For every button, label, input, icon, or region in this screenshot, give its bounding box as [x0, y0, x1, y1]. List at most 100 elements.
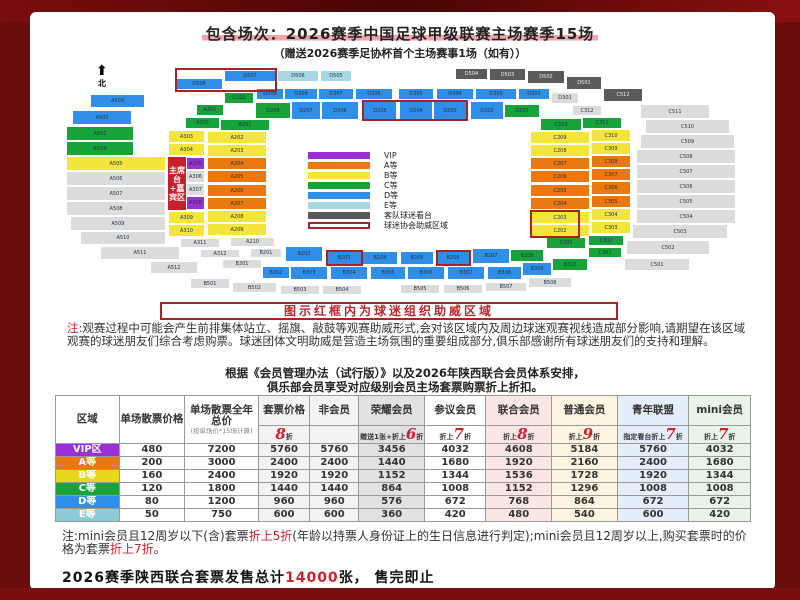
seat-section-d201[interactable]: D201 [504, 104, 540, 118]
seat-section-a206[interactable]: A206 [207, 184, 267, 197]
seat-section-b310[interactable]: B310 [552, 258, 588, 271]
seat-section-a312[interactable]: A312 [200, 249, 240, 258]
seat-section-c306[interactable]: C306 [591, 181, 631, 195]
seat-section-a207[interactable]: A207 [207, 197, 267, 210]
seat-section-c312[interactable]: C312 [572, 105, 602, 116]
seat-section-d503[interactable]: D503 [489, 68, 526, 81]
seat-section-c307[interactable]: C307 [591, 168, 631, 181]
seat-section-a506[interactable]: A506 [66, 171, 166, 186]
seat-section-d303[interactable]: D303 [475, 88, 517, 100]
seat-section-c505[interactable]: C505 [636, 194, 736, 209]
seat-section-b204[interactable]: B204 [362, 251, 398, 265]
seat-section-a208[interactable]: A208 [207, 210, 267, 223]
seat-section-a509[interactable]: A509 [70, 216, 166, 231]
seat-section-a502[interactable]: A502 [72, 110, 132, 125]
seat-section-a307[interactable]: A307 [186, 183, 205, 196]
seat-section-c209[interactable]: C209 [530, 131, 590, 144]
seat-section-c509[interactable]: C509 [640, 134, 735, 149]
seat-section-c208[interactable]: C208 [530, 144, 590, 157]
seat-section-c511[interactable]: C511 [640, 104, 710, 119]
seat-section-c207[interactable]: C207 [530, 157, 590, 170]
seat-section-d207[interactable]: D207 [291, 101, 321, 120]
seat-section-c301[interactable]: C301 [588, 247, 622, 258]
seat-section-a202[interactable]: A202 [207, 131, 267, 144]
seat-section-d306[interactable]: D306 [355, 88, 393, 100]
seat-section-c305[interactable]: C305 [591, 195, 631, 208]
seat-section-b504[interactable]: B504 [322, 285, 362, 295]
seat-section-d506[interactable]: D506 [277, 70, 319, 82]
seat-section-d305[interactable]: D305 [398, 88, 434, 100]
seat-section-c304[interactable]: C304 [591, 208, 631, 221]
seat-section-c504[interactable]: C504 [636, 209, 736, 224]
seat-section-d505[interactable]: D505 [320, 70, 352, 82]
seat-section-b309[interactable]: B309 [522, 262, 552, 276]
seat-section-d202[interactable]: D202 [470, 101, 504, 120]
seat-section-b301[interactable]: B301 [222, 259, 262, 269]
seat-section-a310[interactable]: A310 [168, 224, 205, 237]
seat-section-b302[interactable]: B302 [262, 266, 290, 279]
seat-section-a504[interactable]: A504 [66, 141, 134, 156]
seat-section-c303[interactable]: C303 [591, 221, 631, 234]
seat-section-b303[interactable]: B303 [290, 266, 328, 280]
seat-section-b208[interactable]: B208 [510, 249, 544, 262]
seat-section-c512[interactable]: C512 [603, 88, 643, 102]
seat-section-c206[interactable]: C206 [530, 170, 590, 183]
seat-section-b505[interactable]: B505 [400, 284, 440, 294]
seat-section-b207[interactable]: B207 [472, 248, 510, 264]
seat-section-c311[interactable]: C311 [582, 117, 622, 129]
seat-section-d308[interactable]: D308 [284, 88, 318, 100]
seat-section-a507[interactable]: A507 [66, 186, 166, 201]
seat-section-b501[interactable]: B501 [190, 278, 230, 289]
seat-section-b308[interactable]: B308 [487, 266, 522, 280]
seat-section-b508[interactable]: B508 [528, 277, 572, 288]
seat-section-a304[interactable]: A304 [168, 143, 205, 156]
seat-section-b502[interactable]: B502 [232, 282, 277, 293]
seat-section-d301[interactable]: D301 [551, 92, 579, 104]
seat-section-b304[interactable]: B304 [330, 266, 368, 280]
seat-section-a311[interactable]: A311 [180, 238, 220, 248]
seat-section-a209[interactable]: A209 [207, 223, 267, 236]
seat-section-c308[interactable]: C308 [591, 155, 631, 168]
seat-section-a309[interactable]: A309 [168, 211, 205, 224]
seat-section-d307[interactable]: D307 [318, 88, 354, 100]
seat-section-d302[interactable]: D302 [518, 88, 550, 100]
seat-section-b201[interactable]: B201 [250, 248, 282, 258]
seat-section-c302[interactable]: C302 [588, 235, 624, 246]
seat-section-d310[interactable]: D310 [224, 92, 254, 104]
seat-section-a505[interactable]: A505 [66, 156, 166, 171]
seat-section-a306[interactable]: A306 [186, 170, 205, 183]
seat-section-c309[interactable]: C309 [591, 142, 631, 155]
seat-section-a501[interactable]: A501 [66, 126, 134, 141]
seat-section-a305[interactable]: A305 [186, 157, 205, 170]
seat-section-a308[interactable]: A308 [186, 196, 205, 210]
seat-section-a301[interactable]: A301 [196, 104, 224, 116]
seat-section-c210[interactable]: C210 [540, 118, 582, 131]
seat-section-a511[interactable]: A511 [100, 246, 180, 260]
seat-section-b205[interactable]: B205 [400, 251, 434, 265]
seat-section-c204[interactable]: C204 [530, 197, 590, 210]
seat-section-c501[interactable]: C501 [624, 258, 690, 271]
seat-section-c506[interactable]: C506 [636, 179, 736, 194]
seat-section-d501[interactable]: D501 [566, 76, 602, 90]
seat-section-c502[interactable]: C502 [626, 240, 710, 255]
seat-section-a512[interactable]: A512 [150, 261, 198, 274]
seat-section-c201[interactable]: C201 [546, 237, 586, 249]
seat-section-c510[interactable]: C510 [645, 119, 730, 134]
seat-section-c310[interactable]: C310 [591, 129, 631, 142]
seat-section-a201[interactable]: A201 [220, 119, 270, 131]
seat-section-b202[interactable]: B202 [285, 246, 323, 262]
seat-section-b503[interactable]: B503 [280, 285, 320, 295]
seat-section-b506[interactable]: B506 [443, 284, 483, 294]
seat-section-b306[interactable]: B306 [407, 266, 445, 280]
seat-section-c507[interactable]: C507 [636, 164, 736, 179]
seat-section-a510[interactable]: A510 [80, 231, 166, 245]
seat-section-a204[interactable]: A204 [207, 157, 267, 170]
seat-section-a303[interactable]: A303 [168, 130, 205, 143]
seat-section-a508[interactable]: A508 [66, 201, 166, 216]
seat-section-d502[interactable]: D502 [527, 70, 565, 84]
seat-section-a302[interactable]: A302 [185, 117, 220, 129]
seat-section-d206[interactable]: D206 [321, 101, 359, 120]
seat-section-c503[interactable]: C503 [632, 224, 728, 239]
seat-section-b507[interactable]: B507 [485, 282, 527, 292]
seat-section-d504[interactable]: D504 [455, 68, 488, 80]
